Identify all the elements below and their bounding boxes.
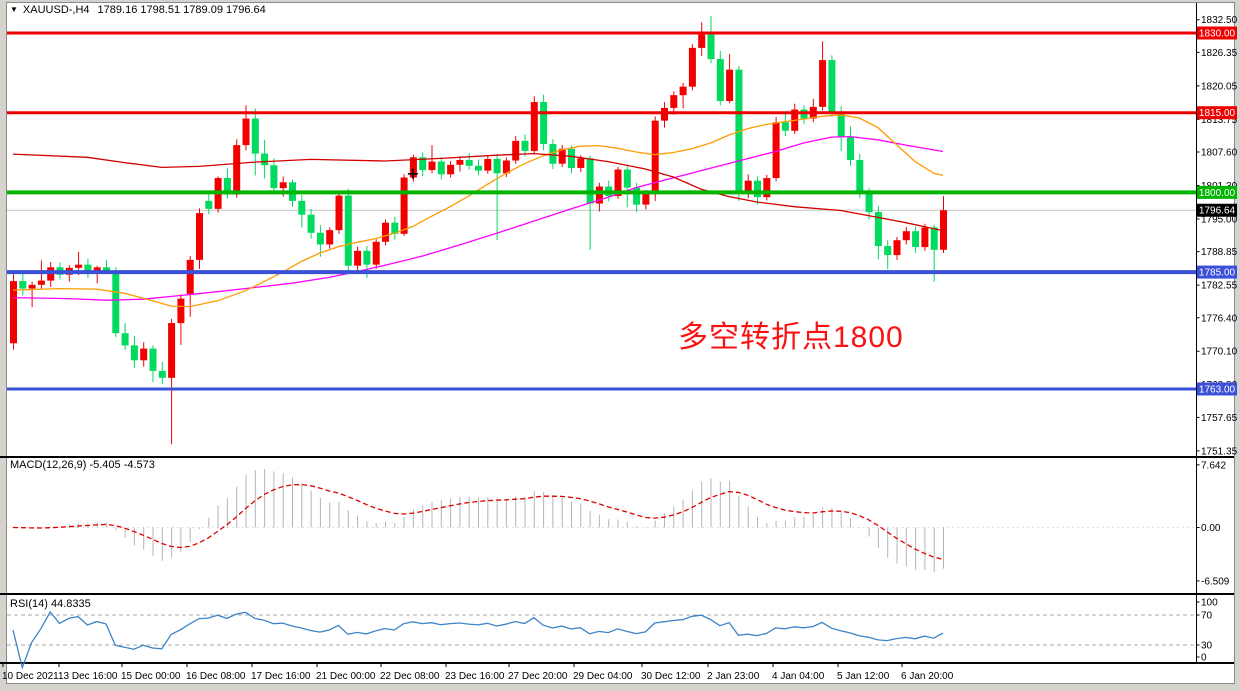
macd-histogram bbox=[22, 468, 944, 573]
price-tick-1757.65: 1757.65 bbox=[1201, 413, 1238, 424]
time-label: 23 Dec 16:00 bbox=[445, 671, 505, 682]
time-label: 5 Jan 12:00 bbox=[837, 671, 890, 682]
chart-background bbox=[6, 2, 1235, 684]
rsi-tick-0: 0 bbox=[1201, 653, 1207, 664]
time-label: 15 Dec 00:00 bbox=[121, 671, 181, 682]
time-label: 27 Dec 20:00 bbox=[508, 671, 568, 682]
svg-text:1830.00: 1830.00 bbox=[1199, 29, 1236, 40]
price-tick-1826.35: 1826.35 bbox=[1201, 48, 1238, 59]
svg-text:1785.00: 1785.00 bbox=[1199, 268, 1236, 279]
macd-tick--6.509: -6.509 bbox=[1201, 576, 1230, 587]
price-badge-1830.00: 1830.00 bbox=[1197, 26, 1237, 40]
rsi-pane bbox=[7, 614, 1196, 646]
svg-text:1796.64: 1796.64 bbox=[1199, 206, 1236, 217]
chart-symbol-period: XAUUSD-,H4 bbox=[22, 4, 90, 16]
annotation-text[interactable]: 多空转折点1800 bbox=[678, 321, 904, 354]
time-label: 4 Jan 04:00 bbox=[772, 671, 825, 682]
time-label: 10 Dec 2021 bbox=[2, 671, 59, 682]
price-badge-1815.00: 1815.00 bbox=[1197, 106, 1237, 120]
time-axis[interactable]: 10 Dec 2021 13 Dec 16:00 15 Dec 00:00 16 De… bbox=[2, 663, 954, 682]
time-label: 16 Dec 08:00 bbox=[186, 671, 246, 682]
price-tick-1807.60: 1807.60 bbox=[1201, 148, 1238, 159]
time-label: 6 Jan 20:00 bbox=[901, 671, 954, 682]
price-tick-1788.85: 1788.85 bbox=[1201, 247, 1238, 258]
rsi-tick-70: 70 bbox=[1201, 611, 1213, 622]
svg-text:1815.00: 1815.00 bbox=[1199, 108, 1236, 119]
price-tick-1813.75: 1813.75 bbox=[1201, 115, 1238, 126]
price-tick-1751.35: 1751.35 bbox=[1201, 446, 1238, 457]
rsi-line bbox=[12, 610, 944, 670]
ma-slow-red-line bbox=[12, 152, 944, 232]
price-tick-1795.00: 1795.00 bbox=[1201, 214, 1238, 225]
rsi-tick-30: 30 bbox=[1201, 641, 1213, 652]
macd-tick-0.00: 0.00 bbox=[1201, 523, 1221, 534]
price-tick-1832.50: 1832.50 bbox=[1201, 15, 1238, 26]
price-badge-1785.00: 1785.00 bbox=[1197, 265, 1237, 279]
price-badge-1763.00: 1763.00 bbox=[1197, 382, 1237, 396]
svg-text:1800.00: 1800.00 bbox=[1199, 188, 1236, 199]
time-label: 17 Dec 16:00 bbox=[251, 671, 311, 682]
svg-text:1763.00: 1763.00 bbox=[1199, 384, 1236, 395]
symbol-dropdown-icon[interactable]: ▼ bbox=[10, 5, 18, 14]
chart-title: ▼ XAUUSD-,H4 1789.16 1798.51 1789.09 1796.… bbox=[10, 4, 266, 16]
price-tick-1776.40: 1776.40 bbox=[1201, 313, 1238, 324]
time-label: 2 Jan 23:00 bbox=[707, 671, 760, 682]
candles bbox=[10, 15, 947, 445]
time-label: 29 Dec 04:00 bbox=[573, 671, 633, 682]
ma-fast-orange-line bbox=[12, 114, 944, 308]
time-label: 13 Dec 16:00 bbox=[58, 671, 118, 682]
cross-marker-icon[interactable] bbox=[407, 168, 418, 179]
price-tick-1782.55: 1782.55 bbox=[1201, 281, 1238, 292]
time-label: 30 Dec 12:00 bbox=[641, 671, 701, 682]
ma-mid-magenta-line bbox=[12, 135, 944, 301]
current-price-badge: 1796.64 bbox=[1197, 203, 1237, 217]
price-axis[interactable]: 1832.501826.351820.051813.751807.601801.… bbox=[1196, 3, 1238, 664]
time-label: 22 Dec 08:00 bbox=[380, 671, 440, 682]
macd-indicator-label: MACD(12,26,9) -5.405 -4.573 bbox=[10, 459, 155, 471]
price-tick-1770.10: 1770.10 bbox=[1201, 347, 1238, 358]
macd-tick-7.642: 7.642 bbox=[1201, 460, 1226, 471]
rsi-indicator-label: RSI(14) 44.8335 bbox=[10, 598, 91, 610]
price-badge-1800.00: 1800.00 bbox=[1197, 185, 1237, 199]
chart-ohlc-quotes: 1789.16 1798.51 1789.09 1796.64 bbox=[97, 4, 266, 16]
time-label: 21 Dec 00:00 bbox=[316, 671, 376, 682]
price-tick-1820.05: 1820.05 bbox=[1201, 81, 1238, 92]
rsi-tick-100: 100 bbox=[1201, 598, 1218, 609]
